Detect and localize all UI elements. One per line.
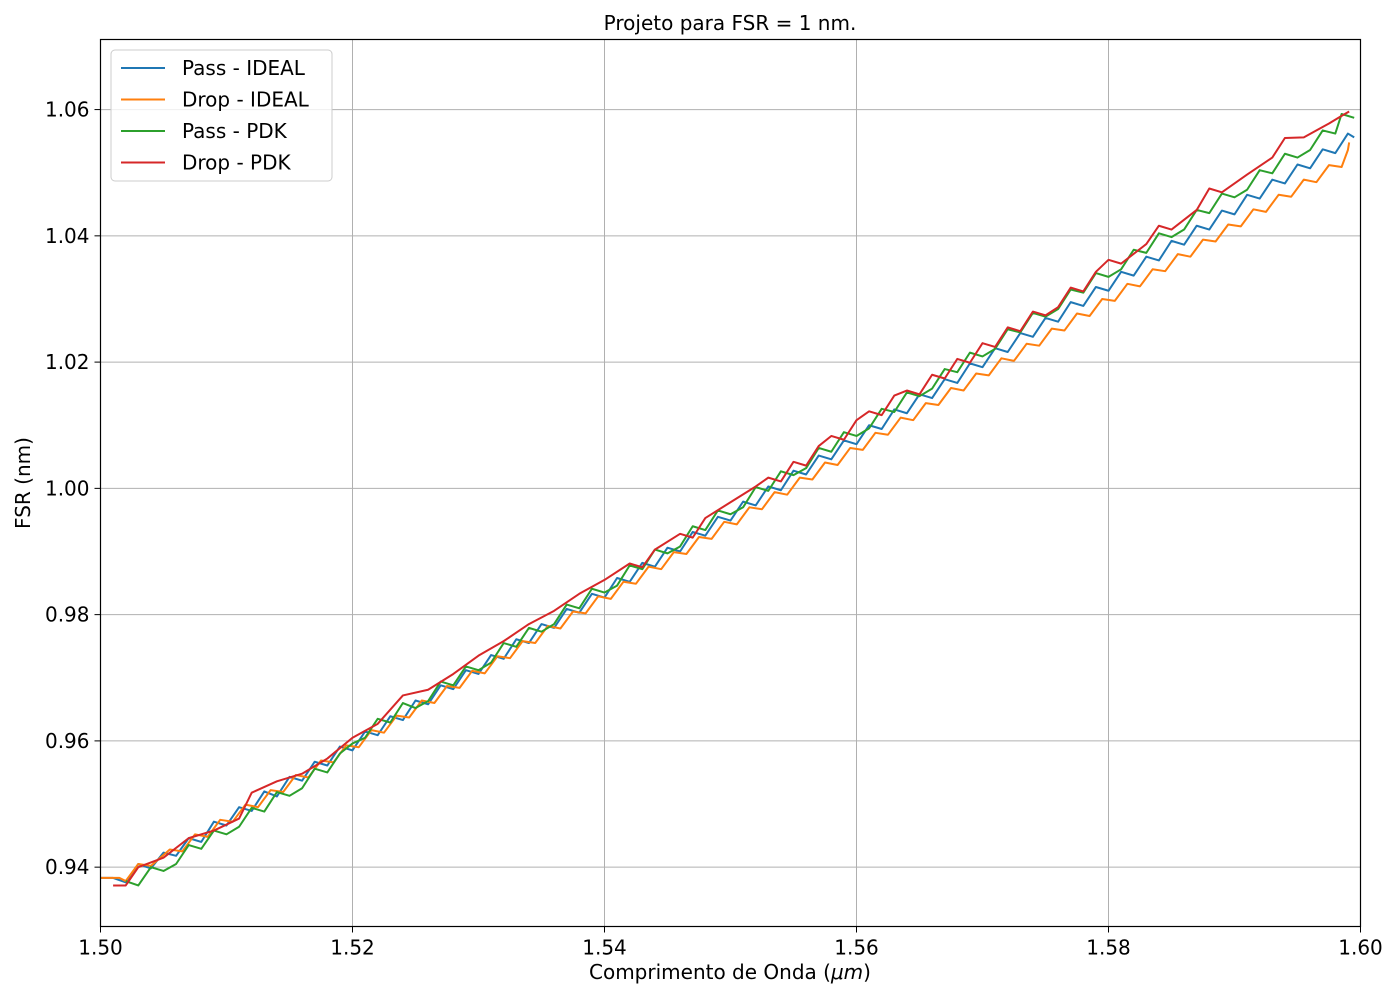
series-lines	[100, 110, 1355, 887]
y-tick-label: 0.96	[45, 729, 90, 753]
x-axis-title-suffix: )	[863, 960, 871, 984]
series-line-4	[113, 110, 1350, 887]
x-axis-title-unit: μm	[830, 960, 863, 984]
x-axis-ticks: 1.50 1.52 1.54 1.56 1.58 1.60	[78, 926, 1383, 960]
legend-label-2: Drop - IDEAL	[182, 88, 310, 112]
x-tick-label: 1.54	[582, 936, 627, 960]
legend-label-1: Pass - IDEAL	[182, 56, 306, 80]
y-tick-label: 1.02	[45, 350, 90, 374]
x-axis-title-prefix: Comprimento de Onda (	[589, 960, 831, 984]
y-tick-label: 1.04	[45, 224, 90, 248]
y-axis-title: FSR (nm)	[11, 437, 35, 529]
x-tick-label: 1.50	[78, 936, 123, 960]
series-line-3	[125, 113, 1355, 887]
legend-label-3: Pass - PDK	[182, 119, 288, 143]
chart-title: Projeto para FSR = 1 nm.	[604, 11, 857, 35]
x-tick-label: 1.60	[1338, 936, 1383, 960]
y-tick-label: 0.98	[45, 603, 90, 627]
legend: Pass - IDEAL Drop - IDEAL Pass - PDK Drop -…	[110, 49, 333, 182]
x-tick-label: 1.52	[330, 936, 375, 960]
series-line-2	[100, 142, 1351, 883]
x-tick-label: 1.56	[834, 936, 879, 960]
plot-frame	[99, 38, 1362, 928]
grid	[100, 39, 1361, 927]
x-tick-label: 1.58	[1086, 936, 1131, 960]
y-tick-label: 0.94	[45, 855, 90, 879]
y-axis-ticks: 0.94 0.96 0.98 1.00 1.02 1.04 1.06	[45, 98, 101, 879]
y-tick-label: 1.00	[45, 476, 90, 500]
legend-label-4: Drop - PDK	[182, 151, 292, 175]
y-tick-label: 1.06	[45, 98, 90, 122]
x-axis-title: Comprimento de Onda (μm)	[589, 960, 871, 984]
legend-box	[110, 49, 333, 182]
